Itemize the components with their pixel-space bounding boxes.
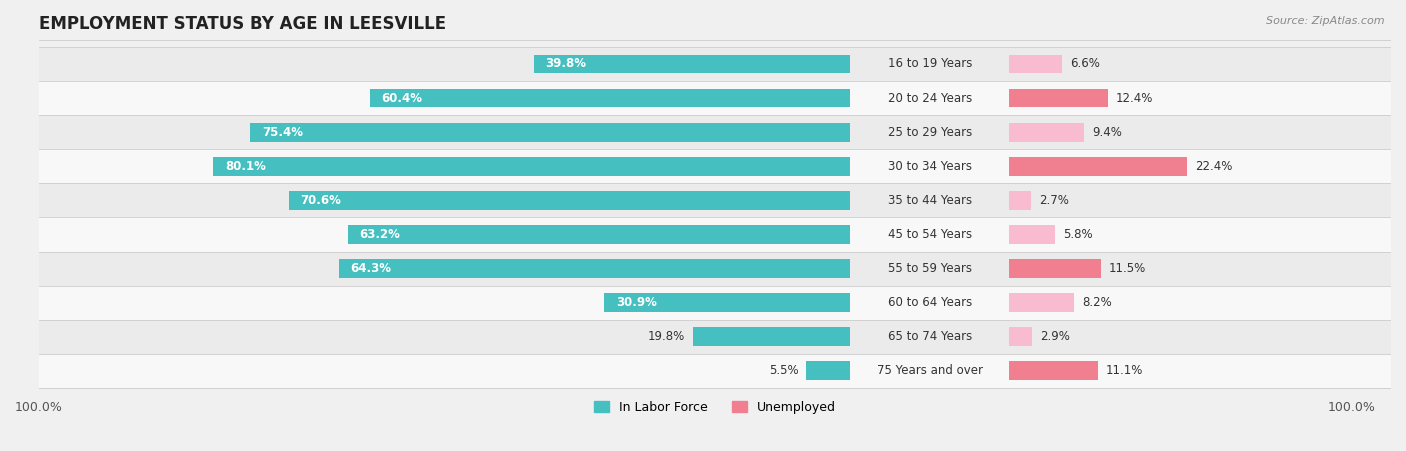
Text: 20 to 24 Years: 20 to 24 Years xyxy=(887,92,972,105)
Text: 5.8%: 5.8% xyxy=(1063,228,1092,241)
Bar xyxy=(807,362,851,380)
Bar xyxy=(1010,259,1101,278)
Text: 25 to 29 Years: 25 to 29 Years xyxy=(887,126,972,138)
Bar xyxy=(250,123,851,142)
Bar xyxy=(0,285,1406,320)
Text: 30.9%: 30.9% xyxy=(616,296,657,309)
Legend: In Labor Force, Unemployed: In Labor Force, Unemployed xyxy=(589,396,841,419)
Text: 19.8%: 19.8% xyxy=(648,330,685,343)
Bar xyxy=(347,225,851,244)
Text: 63.2%: 63.2% xyxy=(360,228,401,241)
Text: 60 to 64 Years: 60 to 64 Years xyxy=(887,296,972,309)
Bar xyxy=(339,259,851,278)
Text: 80.1%: 80.1% xyxy=(225,160,266,173)
Text: 35 to 44 Years: 35 to 44 Years xyxy=(887,194,972,207)
Bar xyxy=(0,149,1406,183)
Bar xyxy=(0,183,1406,217)
Bar xyxy=(214,157,851,175)
Text: 2.9%: 2.9% xyxy=(1040,330,1070,343)
Bar xyxy=(0,115,1406,149)
Text: 55 to 59 Years: 55 to 59 Years xyxy=(887,262,972,275)
Text: 75.4%: 75.4% xyxy=(263,126,304,138)
Bar xyxy=(1010,55,1062,74)
Text: 64.3%: 64.3% xyxy=(350,262,392,275)
Text: 39.8%: 39.8% xyxy=(546,57,586,70)
Bar xyxy=(1010,123,1084,142)
Text: 11.5%: 11.5% xyxy=(1109,262,1146,275)
Text: 60.4%: 60.4% xyxy=(381,92,423,105)
Bar xyxy=(605,293,851,312)
Text: 75 Years and over: 75 Years and over xyxy=(877,364,983,377)
Text: 45 to 54 Years: 45 to 54 Years xyxy=(887,228,972,241)
Bar xyxy=(0,354,1406,388)
Text: 16 to 19 Years: 16 to 19 Years xyxy=(887,57,972,70)
Bar xyxy=(1010,89,1108,107)
Text: EMPLOYMENT STATUS BY AGE IN LEESVILLE: EMPLOYMENT STATUS BY AGE IN LEESVILLE xyxy=(39,15,446,33)
Text: 70.6%: 70.6% xyxy=(301,194,342,207)
Bar xyxy=(0,217,1406,252)
Text: 12.4%: 12.4% xyxy=(1116,92,1153,105)
Bar xyxy=(1010,362,1098,380)
Bar xyxy=(1010,327,1032,346)
Text: Source: ZipAtlas.com: Source: ZipAtlas.com xyxy=(1267,16,1385,26)
Text: 22.4%: 22.4% xyxy=(1195,160,1233,173)
Bar xyxy=(288,191,851,210)
Bar xyxy=(1010,157,1188,175)
Bar xyxy=(1010,293,1074,312)
Bar xyxy=(0,252,1406,285)
Text: 6.6%: 6.6% xyxy=(1070,57,1099,70)
Text: 30 to 34 Years: 30 to 34 Years xyxy=(887,160,972,173)
Text: 9.4%: 9.4% xyxy=(1092,126,1122,138)
Bar xyxy=(534,55,851,74)
Text: 5.5%: 5.5% xyxy=(769,364,799,377)
Text: 11.1%: 11.1% xyxy=(1105,364,1143,377)
Bar xyxy=(693,327,851,346)
Text: 2.7%: 2.7% xyxy=(1039,194,1069,207)
Bar xyxy=(0,47,1406,81)
Bar xyxy=(1010,225,1056,244)
Bar xyxy=(370,89,851,107)
Bar xyxy=(0,81,1406,115)
Text: 8.2%: 8.2% xyxy=(1083,296,1112,309)
Bar xyxy=(1010,191,1031,210)
Text: 65 to 74 Years: 65 to 74 Years xyxy=(887,330,972,343)
Bar xyxy=(0,320,1406,354)
